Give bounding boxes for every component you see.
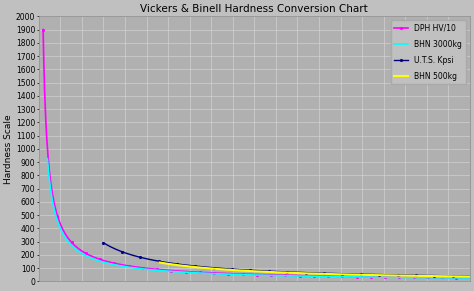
Line: DPH HV/10: DPH HV/10 [41,28,472,279]
Legend: DPH HV/10, BHN 3000kg, U.T.S. Kpsi, BHN 500kg: DPH HV/10, BHN 3000kg, U.T.S. Kpsi, BHN … [391,20,466,84]
U.T.S. Kpsi [319,272,324,275]
BHN 3000kg [273,274,279,277]
BHN 500kg [467,275,473,278]
DPH HV/10 [362,275,367,278]
BHN 3000kg [457,276,463,280]
U.T.S. Kpsi [318,271,323,275]
BHN 500kg [418,274,424,278]
U.T.S. Kpsi [410,274,415,277]
U.T.S. Kpsi [102,242,108,245]
BHN 3000kg [245,273,251,276]
U.T.S. Kpsi [100,241,106,244]
U.T.S. Kpsi [467,274,473,278]
DPH HV/10 [150,267,155,271]
U.T.S. Kpsi [325,272,330,275]
U.T.S. Kpsi [433,274,438,277]
DPH HV/10 [325,274,331,278]
DPH HV/10 [467,276,473,279]
BHN 500kg [346,273,352,276]
DPH HV/10 [292,274,297,277]
BHN 3000kg [391,276,396,279]
DPH HV/10 [233,272,239,276]
Line: BHN 500kg: BHN 500kg [159,262,470,276]
BHN 500kg [438,274,444,278]
BHN 500kg [341,273,347,276]
Line: U.T.S. Kpsi: U.T.S. Kpsi [102,241,472,278]
BHN 3000kg [467,276,473,280]
BHN 500kg [340,273,346,276]
Line: BHN 3000kg: BHN 3000kg [47,159,470,278]
BHN 3000kg [248,273,254,277]
BHN 3000kg [45,157,50,161]
BHN 3000kg [296,274,301,278]
Y-axis label: Hardness Scale: Hardness Scale [4,114,13,184]
BHN 500kg [156,261,162,264]
Title: Vickers & Binell Hardness Conversion Chart: Vickers & Binell Hardness Conversion Cha… [140,4,368,14]
DPH HV/10 [116,262,121,266]
DPH HV/10 [40,28,46,31]
BHN 500kg [158,261,164,265]
